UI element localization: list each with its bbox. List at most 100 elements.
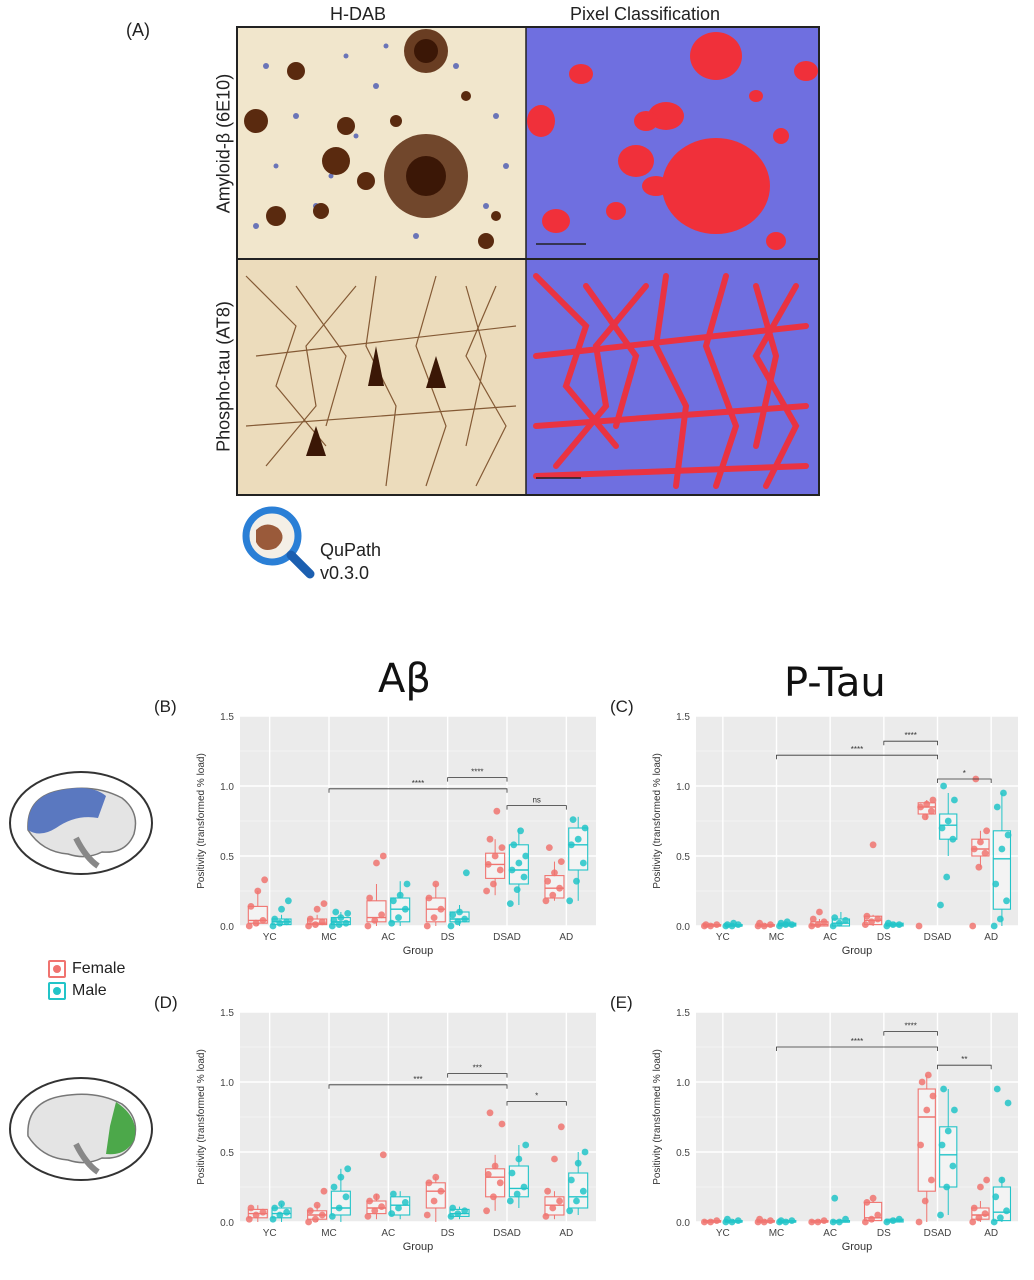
panel-label: (D) bbox=[154, 993, 178, 1012]
data-point bbox=[271, 1204, 279, 1212]
data-point bbox=[895, 921, 903, 928]
bracket-line bbox=[447, 777, 508, 782]
data-point bbox=[874, 915, 882, 923]
data-point bbox=[557, 858, 565, 865]
x-tick-label: AD bbox=[984, 932, 998, 943]
data-point bbox=[831, 1194, 839, 1202]
bracket-label: *** bbox=[413, 1075, 422, 1084]
box-male-mc bbox=[776, 918, 797, 930]
brain-occipital-icon bbox=[9, 1077, 153, 1181]
data-point bbox=[423, 1211, 431, 1219]
box-female-dsad bbox=[483, 1109, 506, 1215]
data-point bbox=[923, 800, 931, 808]
data-point bbox=[993, 1085, 1001, 1093]
data-point bbox=[342, 1193, 350, 1201]
box-female-dsad bbox=[915, 796, 937, 930]
data-point bbox=[940, 1085, 947, 1093]
data-point bbox=[328, 1213, 336, 1220]
section-title-abeta: Aβ bbox=[378, 656, 431, 702]
data-point bbox=[283, 918, 291, 926]
data-point bbox=[700, 1218, 708, 1226]
data-point bbox=[318, 918, 326, 926]
box-male-ac bbox=[829, 912, 851, 930]
data-point bbox=[378, 1203, 385, 1210]
data-point bbox=[923, 1106, 931, 1114]
data-point bbox=[1004, 1099, 1012, 1107]
data-point bbox=[938, 1141, 946, 1149]
data-point bbox=[556, 884, 563, 892]
bracket-line bbox=[937, 1064, 992, 1070]
legend-item-male: Male bbox=[48, 980, 158, 1002]
micrograph-tau-hdab bbox=[238, 260, 526, 494]
data-point bbox=[551, 869, 558, 877]
data-point bbox=[943, 1183, 951, 1191]
data-point bbox=[713, 1217, 721, 1224]
data-point bbox=[447, 1213, 455, 1220]
data-point bbox=[940, 782, 947, 790]
bracket-label: **** bbox=[471, 768, 483, 777]
data-point bbox=[723, 921, 731, 928]
data-point bbox=[937, 1211, 944, 1219]
data-point bbox=[395, 914, 402, 921]
data-point bbox=[389, 1190, 397, 1198]
x-tick-label: MC bbox=[321, 1228, 337, 1239]
data-point bbox=[983, 1176, 991, 1184]
y-axis-label: Positivity (transformed % load) bbox=[196, 753, 207, 889]
x-tick-label: DSAD bbox=[493, 1228, 521, 1239]
box-female-mc bbox=[305, 900, 328, 930]
data-point bbox=[496, 866, 504, 874]
data-point bbox=[498, 844, 506, 851]
y-tick-label: 0.0 bbox=[676, 1218, 690, 1229]
data-point bbox=[981, 849, 989, 857]
box-female-dsad bbox=[483, 807, 506, 896]
box-female-ds bbox=[861, 841, 883, 928]
data-point bbox=[574, 835, 582, 843]
data-point bbox=[320, 900, 328, 907]
panel-label: (E) bbox=[610, 993, 633, 1012]
data-point bbox=[364, 1213, 372, 1220]
data-point bbox=[312, 1215, 319, 1223]
x-tick-label: AD bbox=[559, 1228, 573, 1239]
data-point bbox=[808, 1218, 816, 1226]
data-point bbox=[915, 922, 923, 930]
data-point bbox=[1003, 897, 1010, 905]
legend-swatch-female bbox=[48, 960, 66, 978]
data-point bbox=[937, 901, 944, 909]
legend-swatch-male bbox=[48, 982, 66, 1000]
brain-occipital-region bbox=[106, 1102, 136, 1155]
significance-bracket: ** bbox=[937, 1055, 992, 1070]
legend-label-female: Female bbox=[72, 960, 126, 977]
data-point bbox=[707, 1218, 714, 1226]
bracket-line bbox=[506, 1101, 567, 1106]
data-point bbox=[335, 1204, 343, 1212]
data-point bbox=[508, 866, 516, 874]
bracket-label: **** bbox=[412, 779, 424, 788]
box-male-mc bbox=[776, 1217, 797, 1226]
data-point bbox=[247, 1204, 255, 1212]
data-point bbox=[998, 1176, 1006, 1184]
data-point bbox=[573, 1197, 580, 1205]
data-point bbox=[767, 1217, 774, 1224]
data-point bbox=[868, 918, 875, 926]
data-point bbox=[245, 922, 253, 930]
data-point bbox=[921, 813, 929, 821]
x-axis-label: Group bbox=[403, 945, 434, 957]
data-point bbox=[579, 859, 587, 867]
data-point bbox=[247, 903, 255, 910]
panel-label: (C) bbox=[610, 697, 634, 716]
micrograph-grid bbox=[236, 26, 820, 496]
data-point bbox=[484, 1171, 492, 1178]
data-point bbox=[515, 1155, 523, 1163]
data-point bbox=[883, 1218, 891, 1226]
data-point bbox=[401, 1199, 409, 1206]
data-point bbox=[816, 908, 823, 916]
data-point bbox=[389, 897, 397, 905]
x-tick-label: YC bbox=[716, 1228, 730, 1239]
data-point bbox=[938, 824, 946, 832]
box-male-dsad bbox=[937, 782, 958, 909]
data-point bbox=[483, 1207, 490, 1215]
data-point bbox=[998, 845, 1006, 853]
data-point bbox=[461, 915, 469, 923]
legend-item-female: Female bbox=[48, 958, 158, 980]
box-male-yc bbox=[269, 897, 292, 930]
